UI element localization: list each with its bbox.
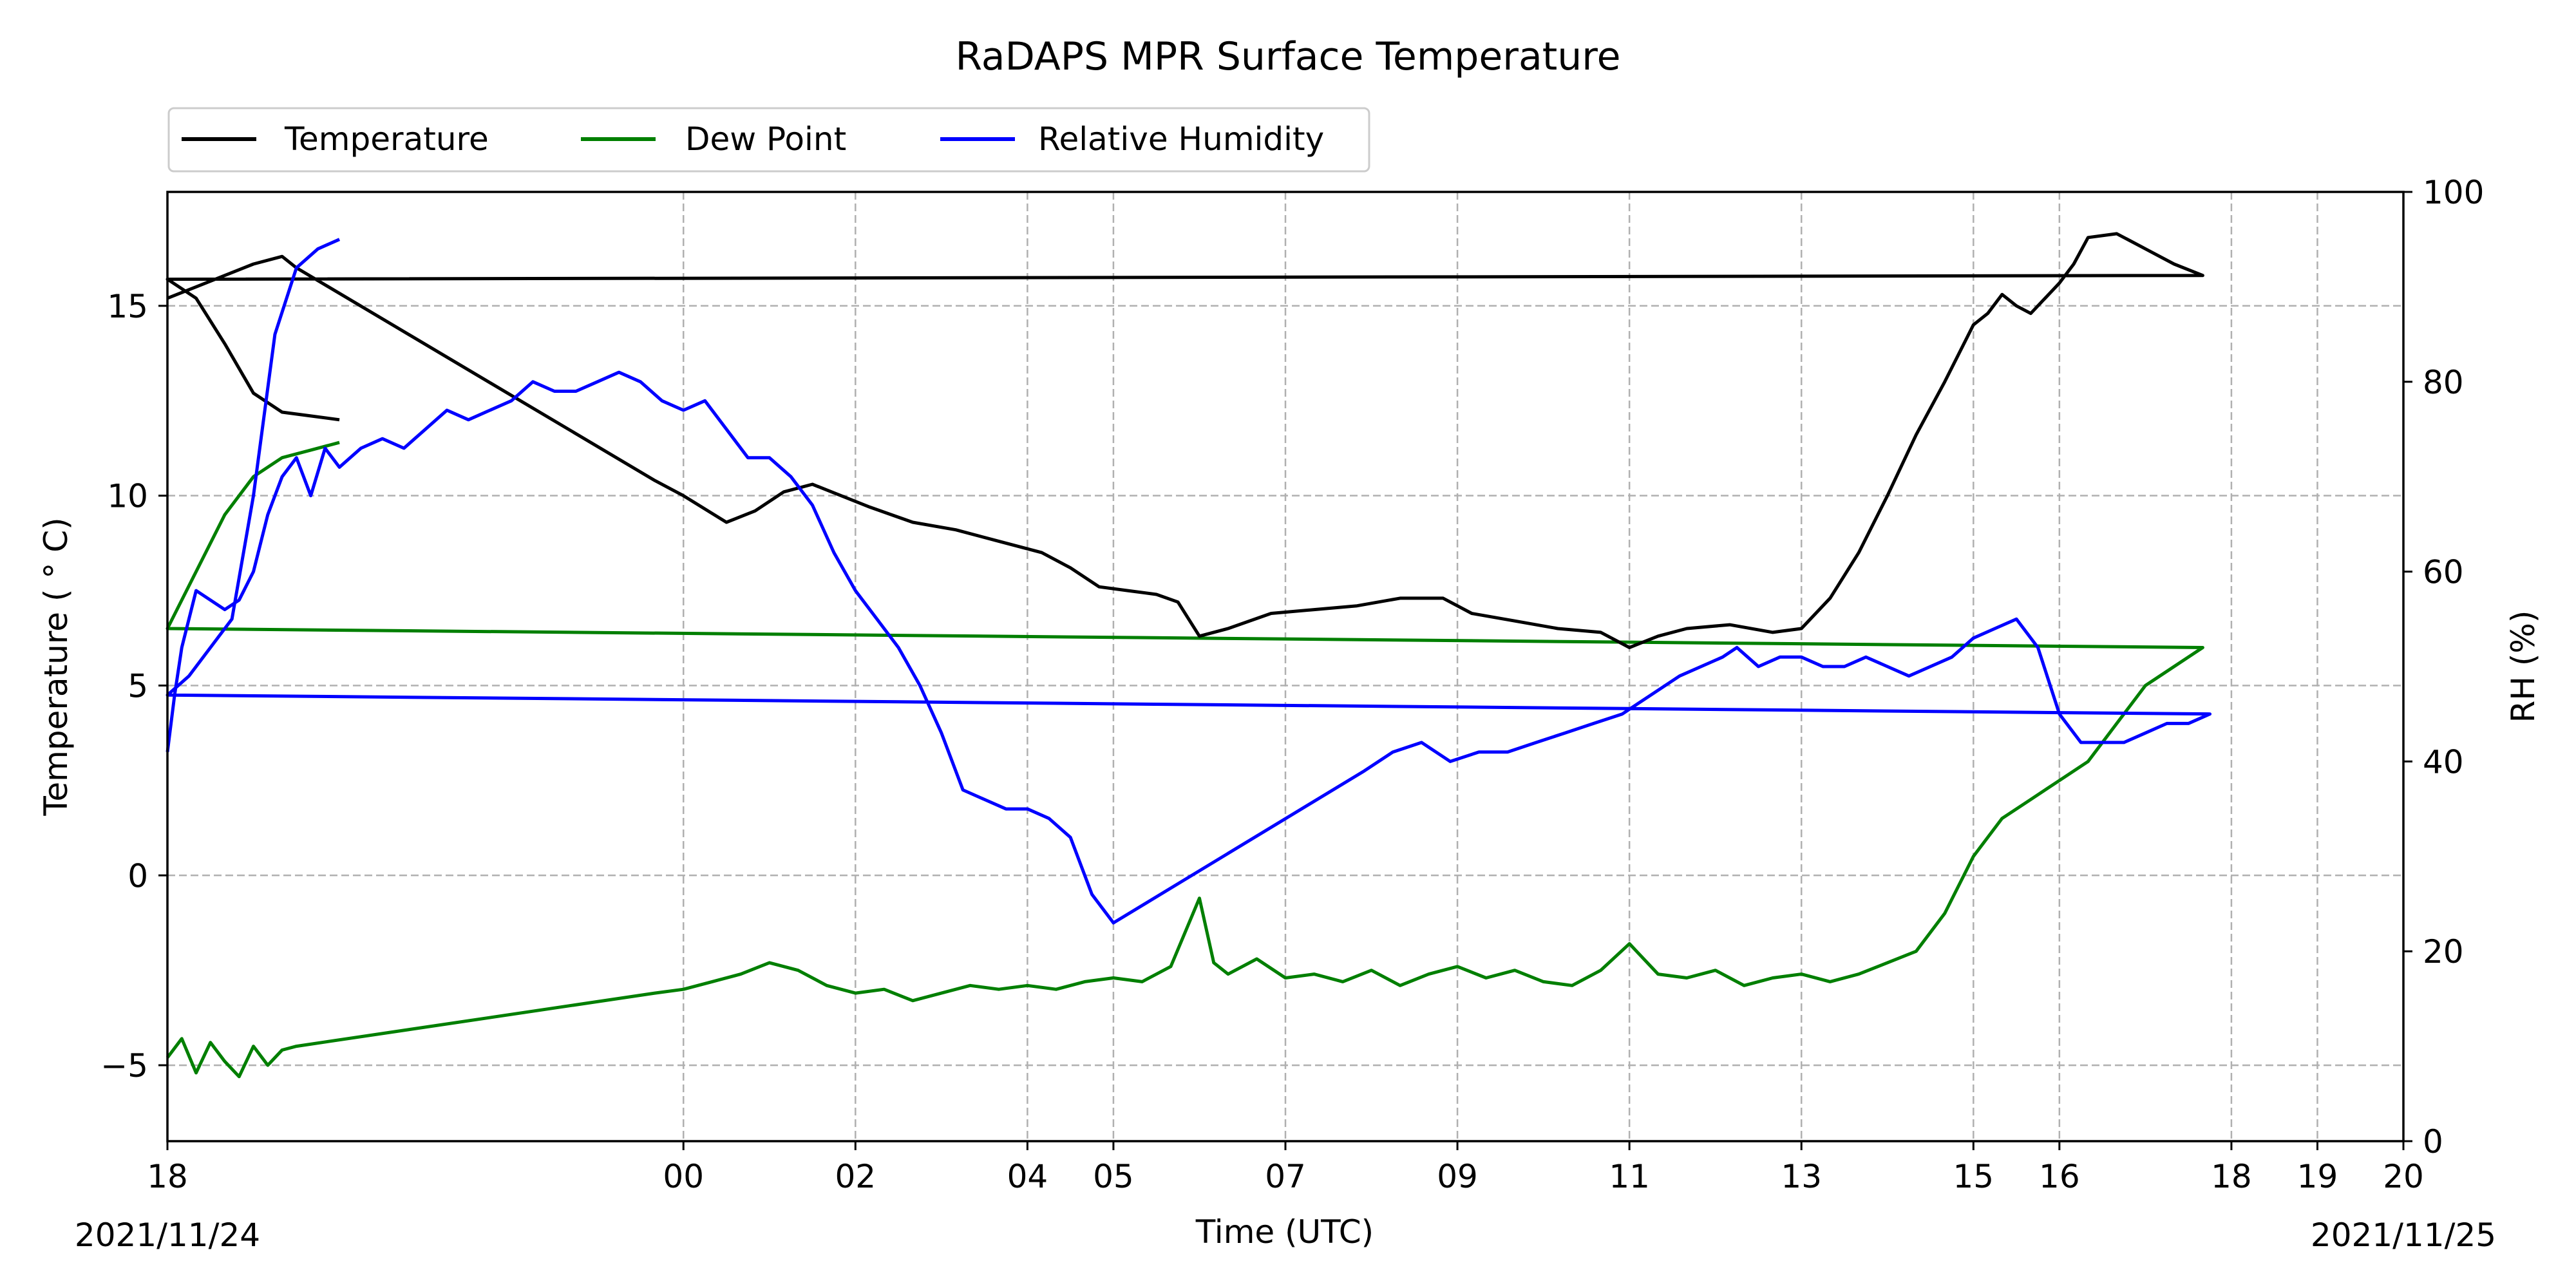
series-line-relative-humidity — [166, 238, 2212, 925]
series-layer — [166, 232, 2212, 1079]
y-axis-label-left: Temperature ( ° C) — [37, 517, 75, 816]
series-line-dew-point — [166, 440, 2204, 1079]
x-date-label-left: 2021/11/24 — [75, 1217, 260, 1254]
x-tick-label: 20 — [2383, 1158, 2424, 1195]
y-tick-label-right: 0 — [2423, 1123, 2443, 1160]
y-tick-label-left: 15 — [107, 288, 148, 325]
x-tick-label: 02 — [835, 1158, 876, 1195]
y-tick-label-right: 100 — [2423, 174, 2484, 211]
y-tick-label-right: 20 — [2423, 933, 2464, 971]
legend: Temperature Dew Point Relative Humidity — [167, 107, 1370, 173]
y-tick-label-right: 60 — [2423, 554, 2464, 591]
legend-label-dew-point: Dew Point — [685, 120, 846, 158]
x-axis: 18 00 02 04 05 07 09 11 13 15 16 18 19 20 — [147, 1141, 2424, 1195]
y-tick-label-right: 40 — [2423, 743, 2464, 781]
left-y-axis: −5 0 5 10 15 — [100, 288, 167, 1084]
x-tick-label: 18 — [2211, 1158, 2252, 1195]
x-tick-label: 00 — [663, 1158, 704, 1195]
chart-title: RaDAPS MPR Surface Temperature — [955, 34, 1620, 79]
y-tick-label-left: −5 — [100, 1047, 148, 1084]
x-tick-label: 09 — [1437, 1158, 1478, 1195]
y-tick-label-left: 5 — [128, 667, 148, 705]
legend-label-temperature: Temperature — [284, 120, 489, 158]
right-y-axis: 0 20 40 60 80 100 — [2403, 174, 2484, 1160]
legend-label-relative-humidity: Relative Humidity — [1038, 120, 1324, 158]
x-axis-label: Time (UTC) — [1195, 1213, 1374, 1251]
series-line-temperature — [166, 232, 2204, 649]
gridlines — [167, 192, 2403, 1141]
x-date-label-right: 2021/11/25 — [2311, 1217, 2496, 1254]
x-tick-label: 11 — [1609, 1158, 1650, 1195]
y-tick-label-left: 10 — [107, 478, 148, 515]
y-tick-label-left: 0 — [128, 857, 148, 895]
y-axis-label-right: RH (%) — [2505, 611, 2542, 723]
x-tick-label: 07 — [1265, 1158, 1306, 1195]
x-tick-label: 16 — [2039, 1158, 2080, 1195]
x-tick-label: 18 — [147, 1158, 188, 1195]
y-tick-label-right: 80 — [2423, 364, 2464, 401]
x-tick-label: 13 — [1781, 1158, 1822, 1195]
legend-box — [167, 107, 1370, 173]
x-tick-label: 19 — [2297, 1158, 2338, 1195]
x-tick-label: 05 — [1093, 1158, 1134, 1195]
x-tick-label: 04 — [1007, 1158, 1048, 1195]
x-tick-label: 15 — [1953, 1158, 1994, 1195]
